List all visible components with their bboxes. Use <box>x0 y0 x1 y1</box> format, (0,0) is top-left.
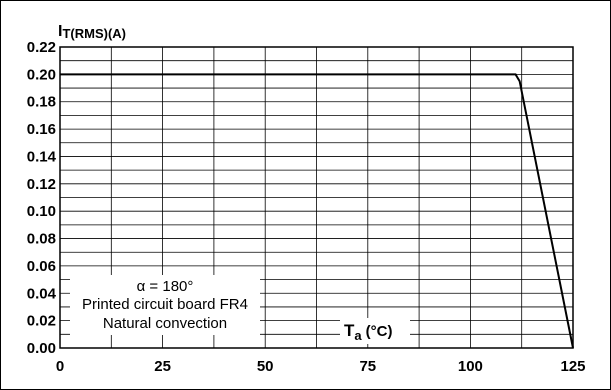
plot-border <box>59 46 574 349</box>
x-tick-label: 100 <box>458 358 483 375</box>
x-axis-label: Ta (°C) <box>344 321 392 343</box>
x-axis-label-sub: a <box>354 328 362 343</box>
y-axis-label-sub: T(RMS) <box>62 26 108 41</box>
x-tick-label: 0 <box>56 358 64 375</box>
y-tick-label: 0.14 <box>27 148 57 165</box>
annotation-line-1: α = 180° <box>137 278 194 295</box>
y-tick-label: 0.22 <box>27 39 56 56</box>
y-axis-label-main: I <box>58 23 62 40</box>
annotation-box <box>70 275 260 335</box>
y-tick-label: 0.08 <box>27 231 56 248</box>
x-axis-label-unit: (°C) <box>366 323 393 340</box>
x-tick-labels: 0 25 50 75 100 125 <box>56 358 586 375</box>
y-tick-label: 0.12 <box>27 176 56 193</box>
annotation-line-2: Printed circuit board FR4 <box>82 296 248 313</box>
derating-curve <box>60 73 574 349</box>
x-axis-label-main: T <box>344 321 355 340</box>
y-axis-label-unit: (A) <box>108 26 126 41</box>
x-tick-label: 75 <box>359 358 376 375</box>
y-tick-label: 0.04 <box>27 285 57 302</box>
x-tick-label: 50 <box>257 358 274 375</box>
y-tick-label: 0.02 <box>27 313 56 330</box>
annotation-line-3: Natural convection <box>103 315 227 332</box>
y-tick-label: 0.20 <box>27 66 56 83</box>
y-tick-label: 0.16 <box>27 121 56 138</box>
y-tick-label: 0.06 <box>27 258 56 275</box>
grid <box>60 47 573 348</box>
y-tick-labels: 0.00 0.02 0.04 0.06 0.08 0.10 0.12 0.14 0.16 0.18… <box>27 39 57 357</box>
y-tick-label: 0.18 <box>27 94 56 111</box>
y-tick-label: 0.10 <box>27 203 56 220</box>
y-tick-label: 0.00 <box>27 340 56 357</box>
x-axis-label-box <box>340 318 410 344</box>
y-axis-label: IT(RMS)(A) <box>58 23 126 41</box>
x-tick-label: 125 <box>560 358 585 375</box>
x-tick-label: 25 <box>154 358 171 375</box>
